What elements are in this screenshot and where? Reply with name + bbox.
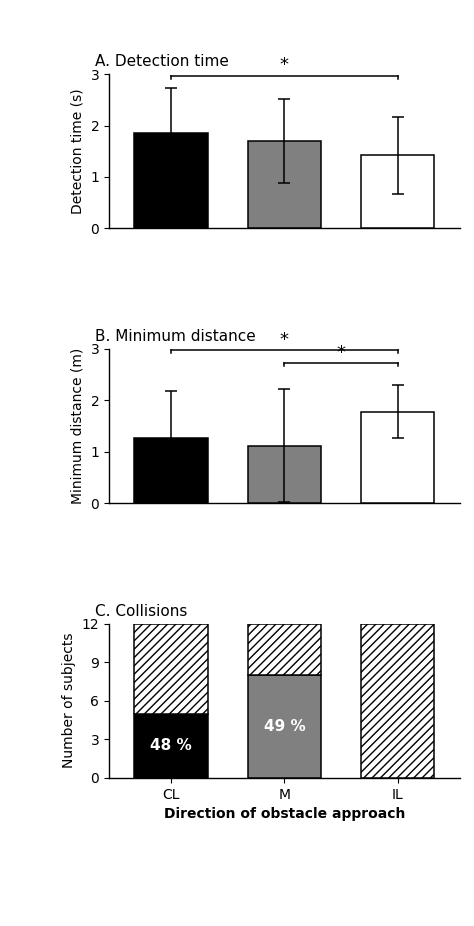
Bar	[135, 133, 208, 229]
Text: *: *	[280, 56, 289, 74]
Y-axis label: Detection time (s): Detection time (s)	[71, 89, 85, 214]
Text: C. Collisions: C. Collisions	[95, 604, 187, 619]
Text: A. Detection time: A. Detection time	[95, 55, 228, 69]
Bar	[361, 623, 434, 778]
X-axis label: Direction of obstacle approach: Direction of obstacle approach	[164, 807, 405, 821]
Text: 48 %: 48 %	[150, 738, 192, 753]
Bar	[247, 623, 321, 675]
Bar	[247, 445, 321, 503]
Bar	[247, 675, 321, 778]
Bar	[361, 156, 434, 229]
Bar	[135, 714, 208, 778]
Text: *: *	[280, 331, 289, 349]
Text: 49 %: 49 %	[264, 719, 305, 734]
Bar	[135, 438, 208, 503]
Bar	[135, 623, 208, 714]
Text: *: *	[337, 344, 346, 362]
Y-axis label: Number of subjects: Number of subjects	[62, 633, 76, 769]
Bar	[361, 411, 434, 503]
Y-axis label: Minimum distance (m): Minimum distance (m)	[71, 348, 85, 504]
Bar	[247, 141, 321, 229]
Text: B. Minimum distance: B. Minimum distance	[95, 329, 255, 344]
